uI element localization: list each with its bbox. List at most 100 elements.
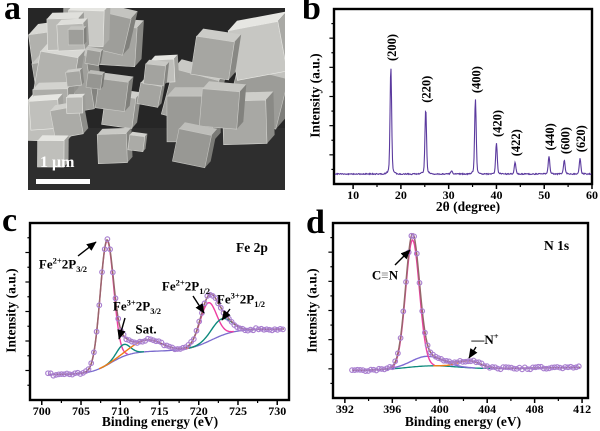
xps-n1s-data-point bbox=[535, 363, 542, 370]
xps-fe2p-data-point bbox=[150, 337, 157, 344]
xps-n1s-data-point bbox=[459, 359, 466, 365]
xps-n1s-data-point bbox=[359, 367, 366, 373]
xps-n1s-data-point bbox=[570, 364, 577, 371]
xps-fe2p-data-point bbox=[177, 346, 184, 352]
xps-n1s-data-point bbox=[473, 359, 480, 366]
xrd-tick-label: 60 bbox=[586, 188, 598, 202]
xps-n1s-data-point bbox=[351, 367, 358, 373]
xps-fe2p-data-point bbox=[180, 344, 186, 351]
xps-fe2p-data-point bbox=[136, 338, 143, 345]
xps-n1s-data-point bbox=[395, 350, 401, 357]
xps-n1s-data-point bbox=[530, 364, 536, 371]
xps-n1s-data-point bbox=[440, 357, 447, 364]
xps-fe2p-tick-label: 705 bbox=[72, 404, 90, 418]
xrd-chart: 10 20 30 40 50 60 (200) (220) (400) (420) (422) (44… bbox=[329, 7, 598, 202]
xps-n1s-data-point bbox=[503, 364, 509, 370]
xps-n1s-annotation-arrow bbox=[468, 346, 478, 359]
xps-n1s-data-point bbox=[381, 366, 388, 373]
xps-fe2p-data-point bbox=[139, 338, 146, 345]
xps-n1s-data-point bbox=[411, 233, 417, 240]
xps-n1s-data-point bbox=[489, 364, 496, 370]
xps-fe2p-data-point bbox=[74, 369, 81, 376]
xps-fe2p-data-point bbox=[244, 327, 251, 334]
xrd-peak-label: (440) bbox=[543, 123, 557, 150]
xps-fe2p-annotation-arrow bbox=[221, 308, 231, 321]
xps-fe2p-tick-label: 725 bbox=[229, 404, 247, 418]
xps-n1s-data-point bbox=[435, 355, 442, 361]
xps-n1s-data-point bbox=[508, 364, 515, 371]
xps-n1s-data-point bbox=[513, 366, 520, 372]
xps-n1s-data-point bbox=[422, 329, 428, 336]
panel-b-letter: b bbox=[302, 0, 321, 27]
xps-n1s-data-point bbox=[546, 365, 552, 372]
xps-fe2p-annotation-label: Sat. bbox=[135, 321, 157, 337]
xps-n1s-data-point bbox=[368, 366, 374, 373]
xps-fe2p-data-point bbox=[85, 366, 92, 372]
xps-fe2p-data-point bbox=[101, 246, 108, 253]
xps-fe2p-tick-label: 720 bbox=[190, 404, 208, 418]
xps-n1s-data-point bbox=[465, 358, 471, 365]
xps-fe2p-data-point bbox=[93, 328, 100, 335]
xps-fe2p-data-point bbox=[234, 324, 240, 330]
xps-fe2p-data-point bbox=[99, 269, 105, 275]
xps-fe2p-data-point bbox=[258, 325, 265, 332]
xps-fe2p-tick-label: 715 bbox=[151, 404, 169, 418]
xps-fe2p-annotation-label: Fe2+2P3/2 bbox=[38, 255, 88, 275]
xps-n1s-data-point bbox=[540, 365, 547, 372]
xrd-curve bbox=[334, 68, 592, 176]
xrd-peak-label: (220) bbox=[420, 76, 434, 103]
xps-n1s-data-point bbox=[565, 364, 571, 371]
xps-n1s-data-point bbox=[370, 366, 377, 373]
xps-n1s-data-point bbox=[443, 358, 450, 364]
xps-fe2p-data-point bbox=[88, 360, 95, 367]
xrd-frame bbox=[332, 7, 594, 186]
xps-fe2p-data-point bbox=[112, 295, 119, 302]
xps-fe2p-background-curve bbox=[48, 328, 284, 376]
xps-fe2p-data-point bbox=[253, 325, 259, 331]
xps-n1s-data-point bbox=[386, 364, 393, 370]
xps-fe2p-annotation-label: Fe2+2P1/2 bbox=[161, 277, 211, 297]
xps-fe2p-data-point bbox=[242, 327, 248, 334]
xps-fe2p-data-point bbox=[280, 326, 286, 333]
xps-fe2p-data-point bbox=[77, 371, 84, 377]
xps-n1s-annotation-label: C≡N bbox=[371, 267, 399, 283]
xps-fe2p-tick-label: 730 bbox=[268, 404, 286, 418]
xps-n1s-tick-label: 400 bbox=[431, 402, 449, 416]
xrd-ylabel: Intensity (a.u.) bbox=[307, 53, 323, 138]
xps-fe2p-data-point bbox=[236, 325, 243, 332]
xps-n1s-region-label: N 1s bbox=[544, 238, 570, 253]
xps-n1s-data-point bbox=[505, 364, 512, 371]
xps-n1s-data-point bbox=[575, 363, 582, 370]
xrd-peak-label: (420) bbox=[490, 110, 504, 137]
xps-fe2p-xlabel: Binding energy (eV) bbox=[101, 414, 219, 429]
xps-fe2p-data-point bbox=[104, 236, 111, 242]
xps-n1s-data-point bbox=[424, 342, 431, 349]
xps-fe2p-annotation-arrow bbox=[117, 317, 126, 340]
xps-fe2p-data-point bbox=[45, 370, 51, 377]
xps-fe2p-data-point bbox=[107, 246, 113, 253]
xps-fe2p-annotation-label: Fe3+2P1/2 bbox=[216, 290, 266, 310]
xps-fe2p-data-point bbox=[61, 371, 68, 378]
xps-n1s-data-point bbox=[416, 280, 423, 286]
xps-n1s-data-point bbox=[548, 364, 555, 371]
xps-n1s-data-point bbox=[524, 366, 531, 372]
xps-n1s-annotation-label: —N+ bbox=[471, 330, 499, 348]
panel-d-letter: d bbox=[306, 204, 325, 241]
xps-fe2p-data-point bbox=[72, 370, 78, 377]
xps-n1s-data-point bbox=[413, 250, 420, 257]
xps-fe2p-data-point bbox=[53, 372, 59, 378]
xrd-peak-label: (422) bbox=[509, 129, 523, 156]
scale-bar-label: 1 μm bbox=[40, 154, 75, 171]
xps-fe2p-data-point bbox=[163, 342, 170, 349]
xps-fe2p-data-point bbox=[215, 300, 221, 307]
xps-n1s-data-point bbox=[397, 335, 404, 341]
xps-n1s-data-point bbox=[511, 365, 517, 372]
xps-n1s-tick-label: 396 bbox=[383, 402, 401, 416]
xps-n1s-data-point bbox=[403, 279, 409, 285]
xps-fe2p-data-point bbox=[128, 338, 135, 345]
xrd-tick-label: 10 bbox=[347, 188, 359, 202]
xps-fe2p-data-point bbox=[271, 326, 278, 333]
xps-fe2p-data-point bbox=[247, 326, 254, 333]
xps-fe2p-data-point bbox=[196, 318, 203, 325]
sem-cubes-graphic bbox=[28, 8, 285, 190]
